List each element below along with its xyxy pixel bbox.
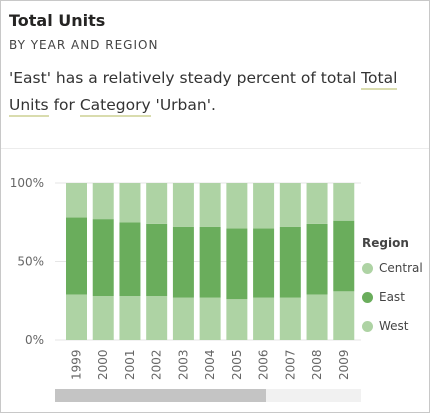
bar-segment-west[interactable] bbox=[66, 294, 87, 340]
insight-part-3: 'Urban'. bbox=[150, 96, 216, 114]
bar-segment-west[interactable] bbox=[253, 297, 275, 340]
bar-segment-central[interactable] bbox=[226, 183, 248, 229]
x-tick-label: 1999 bbox=[70, 349, 84, 380]
bar-segment-east[interactable] bbox=[253, 228, 275, 298]
bar-segment-west[interactable] bbox=[199, 297, 221, 340]
bar-segment-east[interactable] bbox=[119, 222, 141, 297]
x-tick-label: 2005 bbox=[230, 349, 244, 380]
legend-dot-east bbox=[362, 291, 373, 303]
bar-segment-central[interactable] bbox=[199, 183, 221, 227]
chart-subtitle: BY YEAR AND REGION bbox=[9, 38, 159, 52]
bar-segment-central[interactable] bbox=[333, 183, 355, 221]
legend-dot-central bbox=[362, 262, 373, 274]
bar-segment-east[interactable] bbox=[66, 217, 87, 295]
y-tick-label: 100% bbox=[10, 176, 44, 190]
bar-segment-east[interactable] bbox=[306, 223, 328, 295]
bar-segment-east[interactable] bbox=[279, 226, 301, 298]
x-tick-label: 2008 bbox=[310, 349, 324, 380]
y-tick-label: 50% bbox=[17, 255, 44, 269]
divider bbox=[1, 148, 429, 149]
x-tick-label: 2009 bbox=[337, 349, 351, 380]
insight-link-total-units[interactable]: Total Units bbox=[9, 69, 398, 117]
scrollbar-thumb[interactable] bbox=[55, 389, 267, 402]
bar-segment-west[interactable] bbox=[226, 299, 248, 340]
insight-part-1: 'East' has a relatively steady percent o… bbox=[9, 69, 362, 87]
legend-dot-west bbox=[362, 320, 373, 332]
bar-segment-central[interactable] bbox=[119, 183, 141, 223]
x-tick-label: 2007 bbox=[283, 349, 297, 380]
bar-segment-central[interactable] bbox=[253, 183, 275, 229]
bar-segment-west[interactable] bbox=[279, 297, 301, 340]
bar-segment-west[interactable] bbox=[119, 296, 141, 340]
horizontal-scrollbar[interactable] bbox=[55, 389, 361, 402]
bar-segment-west[interactable] bbox=[172, 297, 194, 340]
bar-segment-west[interactable] bbox=[92, 296, 114, 340]
legend-item-west[interactable]: West bbox=[362, 318, 409, 334]
legend-title: Region bbox=[362, 236, 409, 250]
bar-segment-east[interactable] bbox=[172, 226, 194, 298]
bar-segment-central[interactable] bbox=[172, 183, 194, 227]
bar-segment-central[interactable] bbox=[146, 183, 168, 224]
x-tick-label: 2006 bbox=[257, 349, 271, 380]
x-tick-label: 2001 bbox=[123, 349, 137, 380]
insight-part-2: for bbox=[48, 96, 80, 114]
legend-label-west: West bbox=[379, 319, 409, 333]
bar-segment-west[interactable] bbox=[146, 296, 168, 340]
y-tick-label: 0% bbox=[25, 333, 44, 347]
x-tick-label: 2000 bbox=[96, 349, 110, 380]
chart-title: Total Units bbox=[9, 11, 106, 30]
x-tick-label: 2004 bbox=[203, 349, 217, 380]
insight-link-category[interactable]: Category bbox=[79, 96, 151, 117]
legend-item-central[interactable]: Central bbox=[362, 260, 423, 276]
bar-segment-central[interactable] bbox=[92, 183, 114, 220]
legend-label-central: Central bbox=[379, 261, 423, 275]
bar-segment-central[interactable] bbox=[306, 183, 328, 224]
bar-segment-central[interactable] bbox=[279, 183, 301, 227]
bar-segment-central[interactable] bbox=[66, 183, 87, 218]
bar-segment-west[interactable] bbox=[306, 294, 328, 340]
legend-item-east[interactable]: East bbox=[362, 289, 405, 305]
insight-text: 'East' has a relatively steady percent o… bbox=[9, 65, 409, 119]
bar-segment-east[interactable] bbox=[333, 220, 355, 292]
bar-segment-east[interactable] bbox=[146, 223, 168, 297]
x-tick-label: 2002 bbox=[150, 349, 164, 380]
bar-segment-east[interactable] bbox=[92, 219, 114, 297]
x-tick-label: 2003 bbox=[176, 349, 190, 380]
legend-label-east: East bbox=[379, 290, 405, 304]
bar-segment-east[interactable] bbox=[199, 226, 221, 298]
bar-segment-east[interactable] bbox=[226, 228, 248, 300]
bar-segment-west[interactable] bbox=[333, 291, 355, 340]
